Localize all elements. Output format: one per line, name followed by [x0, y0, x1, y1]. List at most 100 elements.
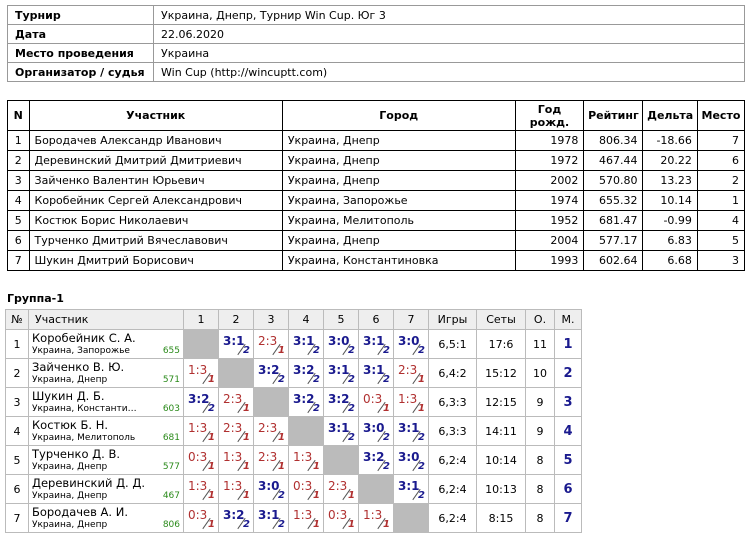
match-points: 1: [383, 403, 390, 414]
participants-table: N Участник Город Год рожд. Рейтинг Дельт…: [7, 100, 746, 271]
group-sets: 15:12: [476, 358, 526, 388]
group-col-header: О.: [525, 309, 555, 330]
group-place: 5: [554, 445, 582, 475]
participant-name: Бородачев Александр Иванович: [28, 130, 283, 151]
group-player-city: Украина, Днепр: [32, 490, 108, 501]
match-result-cell: 3:1 2: [393, 416, 429, 446]
group-player-cell: Зайченко В. Ю. Украина, Днепр 571: [28, 358, 184, 388]
match-points: 1: [208, 374, 215, 385]
info-value: Украина: [153, 43, 745, 63]
group-table: № Участник 1 2 3 4 5 6 7 Игры Сеты О. М. 1 Коробейник…: [5, 309, 582, 533]
match-result-cell: 3:0 2: [253, 474, 289, 504]
group-col-header: 3: [253, 309, 289, 330]
match-points: 1: [278, 432, 285, 443]
match-points: 2: [243, 519, 250, 530]
info-row: Место проведения Украина: [7, 43, 745, 63]
match-points: 2: [278, 374, 285, 385]
match-result-cell: 1:3 1: [288, 503, 324, 533]
match-score: 3:1: [363, 334, 385, 348]
group-player-name[interactable]: Деревинский Д. Д.: [32, 475, 146, 490]
group-row: 1 Коробейник С. А. Украина, Запорожье 655 3:…: [5, 329, 582, 359]
match-result-cell: 3:0 2: [358, 416, 394, 446]
group-player-rating: 603: [162, 403, 180, 414]
match-result-cell: 3:1 2: [288, 329, 324, 359]
group-place: 1: [554, 329, 582, 359]
group-games: 6,2:4: [428, 445, 477, 475]
participant-rating: 681.47: [583, 210, 644, 231]
match-score: 3:1: [293, 334, 315, 348]
match-points: 2: [348, 403, 355, 414]
match-points: 2: [348, 374, 355, 385]
match-points: 1: [208, 490, 215, 501]
match-result-cell: 3:1 2: [358, 358, 394, 388]
group-col-header: 4: [288, 309, 324, 330]
group-player-name[interactable]: Турченко Д. В.: [32, 446, 120, 461]
participant-rating: 570.80: [583, 170, 644, 191]
match-result-cell: 3:2 2: [288, 358, 324, 388]
group-player-city: Украина, Константи…: [32, 403, 137, 414]
group-place: 4: [554, 416, 582, 446]
participant-row: 1 Бородачев Александр Иванович Украина, Дн…: [7, 130, 746, 151]
group-player-name[interactable]: Шукин Д. Б.: [32, 388, 105, 403]
match-result-cell: 2:3 1: [253, 416, 289, 446]
group-title: Группа-1: [7, 292, 64, 305]
participant-year: 1993: [514, 250, 585, 271]
match-score: 2:3: [328, 479, 348, 493]
group-player-city: Украина, Днепр: [32, 519, 108, 530]
participant-row: 6 Турченко Дмитрий Вячеславович Украина, Д…: [7, 230, 746, 251]
match-points: 1: [278, 345, 285, 356]
match-points: 2: [383, 461, 390, 472]
match-points: 2: [383, 374, 390, 385]
participant-row: 5 Костюк Борис Николаевич Украина, Мелитоп…: [7, 210, 746, 231]
participant-name: Деревинский Дмитрий Дмитриевич: [28, 150, 283, 171]
match-score: 3:1: [398, 421, 420, 435]
match-score: 1:3: [293, 508, 313, 522]
match-points: 2: [278, 490, 285, 501]
group-player-name[interactable]: Зайченко В. Ю.: [32, 359, 125, 374]
participant-rating: 806.34: [583, 130, 644, 151]
group-col-header: 6: [358, 309, 394, 330]
participant-year: 2002: [514, 170, 585, 191]
match-score: 3:1: [363, 363, 385, 377]
col-header-name: Участник: [28, 100, 283, 131]
group-sets: 8:15: [476, 503, 526, 533]
participant-n: 3: [7, 170, 30, 191]
participant-rating: 467.44: [583, 150, 644, 171]
group-player-name[interactable]: Коробейник С. А.: [32, 330, 136, 345]
participant-place: 5: [696, 230, 746, 251]
participant-city: Украина, Днепр: [281, 130, 516, 151]
match-score: 3:1: [223, 334, 245, 348]
match-points: 1: [243, 490, 250, 501]
self-match-cell: [358, 474, 394, 504]
match-points: 1: [313, 519, 320, 530]
tournament-info-table: Турнир Украина, Днепр, Турнир Win Cup. Юг…: [7, 5, 745, 82]
group-col-header: 2: [218, 309, 254, 330]
group-col-header: №: [5, 309, 29, 330]
group-player-cell: Бородачев А. И. Украина, Днепр 806: [28, 503, 184, 533]
match-score: 3:2: [223, 508, 245, 522]
group-row-number: 7: [5, 503, 29, 533]
group-row-number: 4: [5, 416, 29, 446]
match-result-cell: 3:0 2: [323, 329, 359, 359]
group-sets: 10:13: [476, 474, 526, 504]
match-result-cell: 3:1 2: [323, 358, 359, 388]
participant-n: 7: [7, 250, 30, 271]
match-score: 0:3: [363, 392, 383, 406]
group-col-header: Сеты: [476, 309, 526, 330]
match-result-cell: 1:3 1: [218, 445, 254, 475]
match-score: 3:2: [363, 450, 385, 464]
match-result-cell: 3:2 2: [288, 387, 324, 417]
match-score: 3:0: [398, 450, 420, 464]
col-header-year: Год рожд.: [514, 100, 585, 131]
match-score: 2:3: [258, 450, 278, 464]
participant-place: 4: [696, 210, 746, 231]
match-points: 2: [418, 432, 425, 443]
group-player-name[interactable]: Костюк Б. Н.: [32, 417, 109, 432]
match-score: 1:3: [398, 392, 418, 406]
match-score: 2:3: [258, 421, 278, 435]
match-score: 0:3: [328, 508, 348, 522]
participants-header: N Участник Город Год рожд. Рейтинг Дельт…: [7, 100, 746, 131]
group-player-name[interactable]: Бородачев А. И.: [32, 504, 128, 519]
group-row: 5 Турченко Д. В. Украина, Днепр 577 0:3 1 1:3 1…: [5, 445, 582, 475]
self-match-cell: [393, 503, 429, 533]
